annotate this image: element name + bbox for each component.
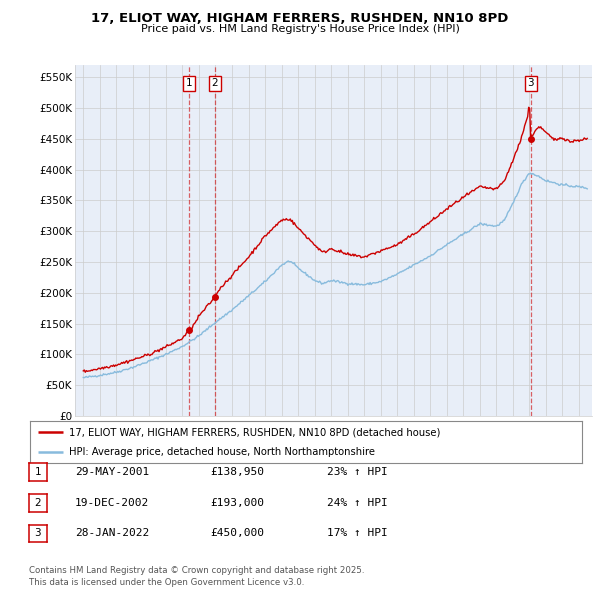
Text: 2: 2 <box>212 78 218 88</box>
Text: £138,950: £138,950 <box>210 467 264 477</box>
Text: 3: 3 <box>527 78 534 88</box>
Text: 17, ELIOT WAY, HIGHAM FERRERS, RUSHDEN, NN10 8PD (detached house): 17, ELIOT WAY, HIGHAM FERRERS, RUSHDEN, … <box>68 427 440 437</box>
Text: Contains HM Land Registry data © Crown copyright and database right 2025.
This d: Contains HM Land Registry data © Crown c… <box>29 566 364 587</box>
Text: 19-DEC-2002: 19-DEC-2002 <box>75 498 149 507</box>
Text: 28-JAN-2022: 28-JAN-2022 <box>75 529 149 538</box>
Text: Price paid vs. HM Land Registry's House Price Index (HPI): Price paid vs. HM Land Registry's House … <box>140 24 460 34</box>
Text: 29-MAY-2001: 29-MAY-2001 <box>75 467 149 477</box>
Text: 2: 2 <box>34 498 41 507</box>
Text: 17% ↑ HPI: 17% ↑ HPI <box>327 529 388 538</box>
Text: HPI: Average price, detached house, North Northamptonshire: HPI: Average price, detached house, Nort… <box>68 447 374 457</box>
Text: 3: 3 <box>34 529 41 538</box>
Text: 24% ↑ HPI: 24% ↑ HPI <box>327 498 388 507</box>
Text: £450,000: £450,000 <box>210 529 264 538</box>
Text: 1: 1 <box>34 467 41 477</box>
Text: £193,000: £193,000 <box>210 498 264 507</box>
Text: 23% ↑ HPI: 23% ↑ HPI <box>327 467 388 477</box>
Text: 1: 1 <box>186 78 193 88</box>
Text: 17, ELIOT WAY, HIGHAM FERRERS, RUSHDEN, NN10 8PD: 17, ELIOT WAY, HIGHAM FERRERS, RUSHDEN, … <box>91 12 509 25</box>
